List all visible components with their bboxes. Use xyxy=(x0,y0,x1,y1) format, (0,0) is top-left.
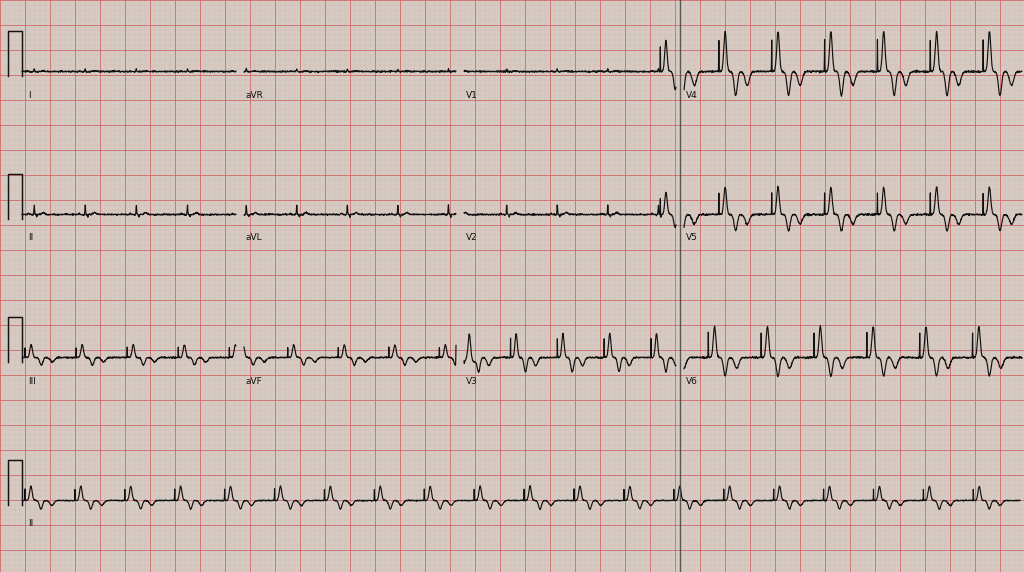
Text: V2: V2 xyxy=(466,233,478,243)
Text: V3: V3 xyxy=(466,376,478,386)
Text: aVR: aVR xyxy=(246,90,264,100)
Text: II: II xyxy=(28,233,33,243)
Text: V6: V6 xyxy=(686,376,698,386)
Text: aVL: aVL xyxy=(246,233,262,243)
Text: I: I xyxy=(28,90,31,100)
Text: V5: V5 xyxy=(686,233,698,243)
Text: III: III xyxy=(28,376,36,386)
Text: V1: V1 xyxy=(466,90,478,100)
Text: V4: V4 xyxy=(686,90,697,100)
Text: II: II xyxy=(28,519,33,529)
Text: aVF: aVF xyxy=(246,376,263,386)
